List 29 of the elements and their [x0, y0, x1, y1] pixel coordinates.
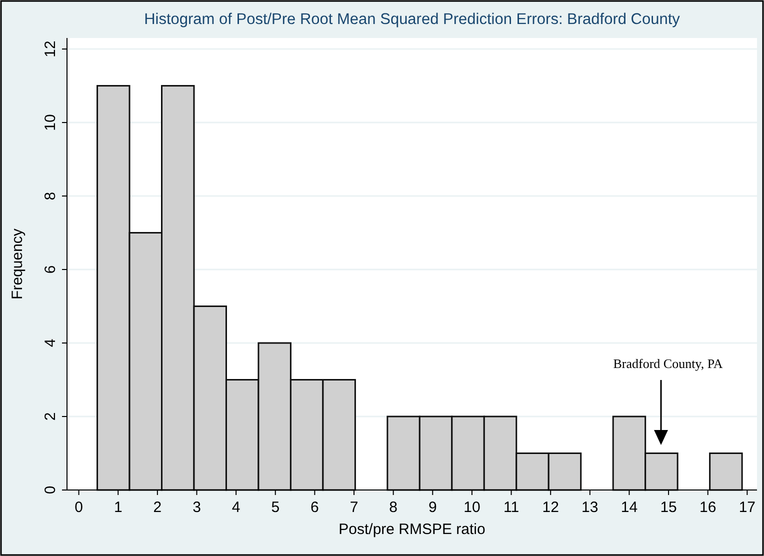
x-tick-label: 7: [350, 499, 358, 516]
x-tick-label: 12: [542, 499, 559, 516]
x-tick-label: 10: [464, 499, 480, 516]
x-tick-label: 1: [114, 499, 122, 516]
y-tick-label: 6: [42, 265, 59, 274]
x-tick-label: 5: [271, 499, 280, 516]
y-tick-label: 0: [42, 486, 59, 494]
x-tick-label: 0: [74, 499, 83, 516]
x-tick-label: 4: [232, 499, 240, 516]
y-tick-label: 8: [42, 192, 59, 200]
x-axis-title: Post/pre RMSPE ratio: [338, 521, 486, 538]
x-tick-label: 13: [582, 499, 598, 516]
x-tick-label: 2: [153, 499, 162, 516]
y-tick-label: 4: [42, 338, 59, 348]
y-tick-label: 12: [42, 40, 59, 58]
x-tick-label: 3: [192, 499, 201, 516]
chart-title: Histogram of Post/Pre Root Mean Squared Prediction Errors: Bradford County: [144, 11, 680, 28]
x-tick-label: 16: [700, 499, 716, 516]
x-tick-label: 11: [503, 499, 520, 516]
y-tick-label: 2: [42, 412, 59, 421]
x-tick-label: 8: [389, 499, 398, 516]
annotation: Bradford County, PA: [613, 356, 724, 371]
x-tick-label: 15: [660, 499, 677, 516]
x-tick-label: 17: [738, 499, 756, 516]
y-tick-label: 10: [42, 114, 59, 131]
x-tick-label: 9: [428, 499, 437, 516]
x-tick-label: 6: [310, 499, 319, 516]
y-axis-title: Frequency: [9, 228, 26, 300]
x-tick-label: 14: [620, 499, 638, 516]
